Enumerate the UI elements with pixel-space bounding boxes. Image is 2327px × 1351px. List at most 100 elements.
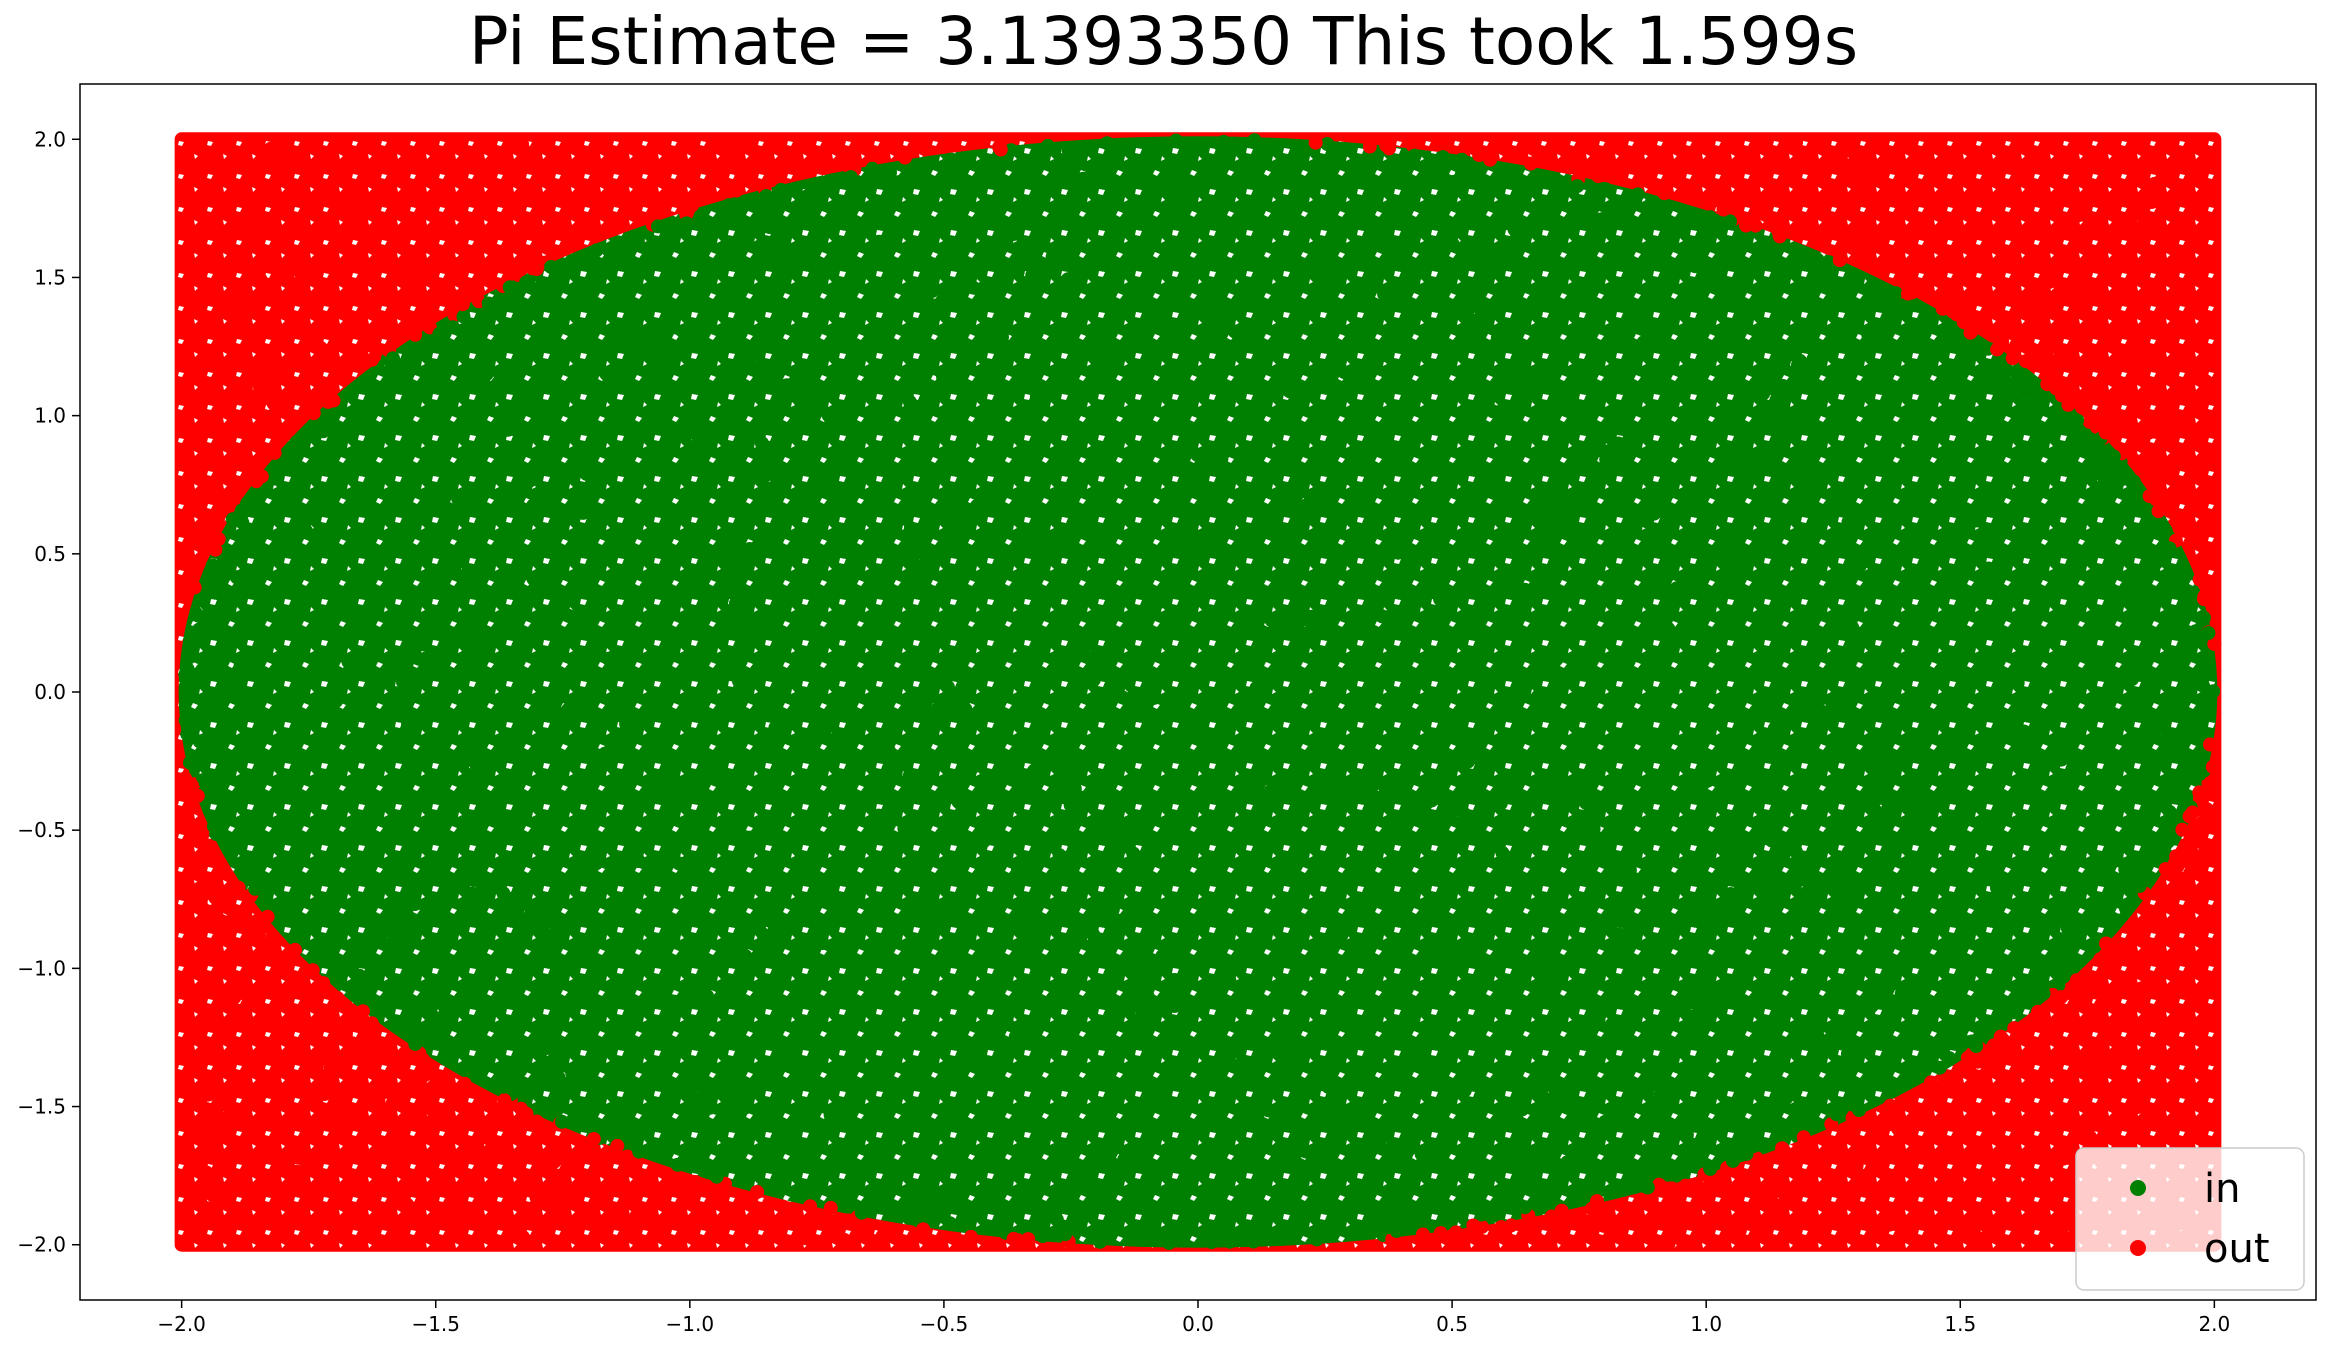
- point-in: [1105, 902, 1120, 917]
- point-out: [218, 1111, 233, 1126]
- point-out: [1961, 1050, 1975, 1065]
- point-in: [1075, 1203, 1090, 1218]
- point-in: [1751, 770, 1766, 784]
- point-in: [1788, 844, 1803, 859]
- point-in: [826, 293, 841, 308]
- point-in: [2206, 684, 2221, 699]
- point-in: [1076, 171, 1091, 186]
- point-in: [489, 804, 504, 819]
- point-in: [940, 680, 955, 694]
- point-in: [1063, 798, 1078, 813]
- point-in: [779, 248, 794, 263]
- point-in: [951, 285, 966, 300]
- point-out: [306, 406, 321, 421]
- point-in: [1270, 169, 1285, 184]
- point-in: [1867, 801, 1882, 816]
- point-in: [995, 330, 1009, 344]
- point-in: [685, 617, 700, 632]
- point-in: [1335, 144, 1350, 159]
- point-out: [514, 1101, 528, 1116]
- point-in: [632, 1144, 647, 1159]
- point-in: [2149, 555, 2164, 570]
- point-out: [2192, 785, 2207, 800]
- point-in: [1374, 379, 1389, 394]
- point-in: [329, 693, 344, 708]
- point-in: [924, 902, 939, 917]
- point-in: [643, 382, 658, 397]
- point-in: [332, 970, 347, 985]
- point-in: [565, 1065, 580, 1080]
- point-out: [208, 851, 223, 866]
- point-in: [2047, 897, 2062, 912]
- point-in: [501, 729, 516, 744]
- point-out: [2042, 275, 2057, 290]
- point-in: [1267, 1229, 1282, 1244]
- point-in: [754, 366, 769, 381]
- point-in: [1272, 1141, 1287, 1156]
- point-in: [1457, 692, 1472, 707]
- x-tick-label: −0.5: [920, 1312, 969, 1336]
- point-out: [529, 262, 544, 276]
- point-in: [1614, 324, 1629, 339]
- point-in: [1214, 451, 1229, 466]
- point-out: [2178, 875, 2193, 890]
- point-in: [479, 367, 494, 382]
- point-in: [1008, 1029, 1023, 1044]
- point-in: [1309, 1232, 1324, 1247]
- point-out: [2054, 990, 2069, 1005]
- point-in: [398, 657, 413, 672]
- point-in: [1128, 1186, 1143, 1201]
- point-out: [2095, 1041, 2110, 1056]
- point-in: [1186, 142, 1201, 157]
- point-in: [1064, 442, 1079, 457]
- point-out: [2056, 1151, 2071, 1166]
- point-out: [1738, 1204, 1753, 1218]
- point-in: [1829, 1107, 1844, 1122]
- point-in: [1517, 582, 1532, 597]
- point-in: [589, 243, 604, 258]
- point-in: [631, 854, 646, 869]
- point-in: [2010, 675, 2025, 690]
- point-in: [1596, 956, 1611, 971]
- point-in: [815, 936, 830, 950]
- point-in: [1721, 841, 1736, 856]
- point-out: [2029, 309, 2044, 324]
- point-out: [453, 1202, 468, 1217]
- point-in: [352, 968, 367, 983]
- point-in: [384, 661, 399, 676]
- point-in: [1703, 210, 1718, 225]
- point-in: [496, 886, 511, 901]
- point-out: [260, 364, 275, 379]
- point-in: [315, 911, 329, 926]
- point-in: [700, 919, 715, 933]
- point-in: [1109, 682, 1124, 697]
- point-in: [577, 975, 592, 990]
- point-in: [345, 826, 359, 841]
- point-in: [1201, 731, 1216, 745]
- point-out: [1746, 179, 1760, 194]
- point-in: [1579, 796, 1594, 810]
- point-in: [794, 332, 809, 347]
- point-out: [265, 930, 280, 945]
- point-in: [1942, 1051, 1957, 1066]
- point-in: [672, 856, 687, 871]
- point-in: [279, 910, 294, 924]
- point-in: [350, 985, 365, 1000]
- point-out: [203, 1122, 218, 1136]
- point-in: [1089, 1228, 1104, 1243]
- point-in: [966, 280, 981, 295]
- point-out: [261, 446, 276, 461]
- point-in: [2118, 862, 2133, 877]
- point-in: [754, 436, 769, 451]
- point-out: [680, 204, 695, 219]
- point-in: [1492, 208, 1507, 223]
- point-in: [1929, 837, 1944, 852]
- point-in: [1090, 412, 1105, 427]
- point-out: [1845, 1117, 1860, 1132]
- point-out: [529, 1114, 544, 1129]
- point-out: [404, 271, 419, 286]
- point-in: [432, 327, 447, 341]
- point-out: [1862, 257, 1877, 272]
- point-out: [2007, 1021, 2022, 1036]
- point-in: [1440, 403, 1455, 418]
